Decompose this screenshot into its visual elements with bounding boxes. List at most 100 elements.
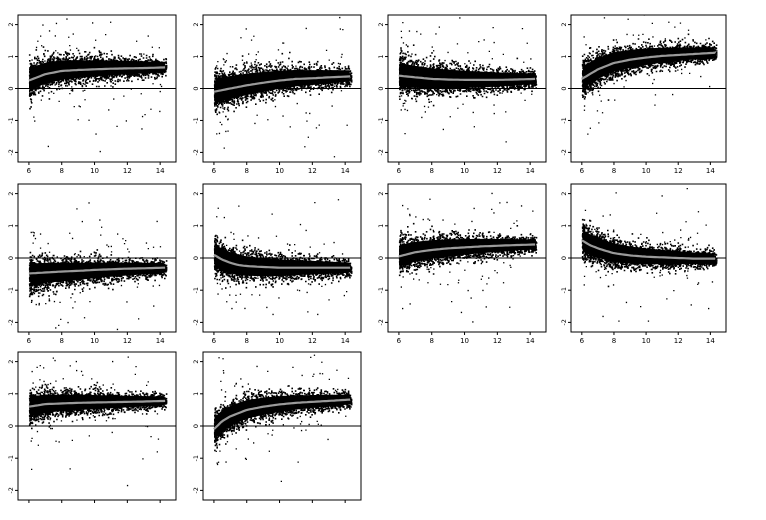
y-tick-label: 1 (7, 224, 15, 228)
x-tick-label: 12 (674, 337, 683, 345)
x-tick-label: 14 (156, 167, 165, 175)
y-tick-label: -2 (377, 149, 385, 155)
y-tick-label: 0 (7, 86, 15, 90)
x-tick-label: 10 (460, 167, 469, 175)
x-tick-label: 8 (244, 337, 248, 345)
y-tick-label: -1 (560, 287, 568, 293)
x-tick-label: 14 (156, 337, 165, 345)
panel-5: -2-10126 8 10 12 14 (7, 184, 176, 345)
y-tick-label: -1 (7, 287, 15, 293)
panel-9: -2-1012 (7, 299, 176, 503)
x-tick-label: 6 (27, 337, 32, 345)
x-tick-label: 6 (580, 167, 585, 175)
x-tick-label: 14 (341, 167, 350, 175)
y-tick-label: 1 (377, 224, 385, 228)
y-tick-label: -1 (192, 117, 200, 123)
y-tick-label: -2 (192, 487, 200, 493)
x-tick-label: 14 (526, 167, 535, 175)
x-tick-label: 10 (90, 167, 99, 175)
point-cloud (29, 382, 168, 429)
x-tick-label: 8 (429, 337, 433, 345)
y-tick-label: 0 (560, 86, 568, 90)
y-tick-label: 2 (7, 360, 15, 364)
x-tick-label: 10 (90, 337, 99, 345)
x-tick-label: 8 (59, 167, 63, 175)
y-tick-label: -1 (7, 455, 15, 461)
y-tick-label: 0 (192, 424, 200, 428)
y-tick-label: -1 (192, 455, 200, 461)
x-tick-label: 8 (612, 167, 616, 175)
y-tick-label: -2 (560, 319, 568, 325)
y-tick-label: 0 (377, 256, 385, 260)
y-tick-label: 1 (560, 54, 568, 58)
x-tick-label: 6 (397, 167, 402, 175)
x-tick-label: 12 (674, 167, 683, 175)
y-tick-label: -2 (377, 319, 385, 325)
y-tick-label: -2 (560, 149, 568, 155)
panel-2: -2-10126 8 10 12 14 (192, 13, 361, 176)
y-tick-label: 0 (192, 256, 200, 260)
y-tick-label: -2 (192, 319, 200, 325)
y-tick-label: -2 (7, 149, 15, 155)
y-tick-label: 0 (192, 86, 200, 90)
x-tick-label: 6 (212, 337, 217, 345)
x-tick-label: 10 (460, 337, 469, 345)
y-tick-label: 2 (192, 192, 200, 196)
x-tick-label: 10 (275, 337, 284, 345)
outlier-points (31, 299, 160, 486)
y-tick-label: 1 (560, 224, 568, 228)
x-tick-label: 12 (493, 337, 502, 345)
y-tick-label: 2 (560, 23, 568, 27)
panel-10: -2 -1 0 1 2 (192, 340, 361, 503)
x-tick-label: 12 (123, 167, 132, 175)
y-tick-label: -1 (7, 117, 15, 123)
x-tick-label: 8 (612, 337, 616, 345)
y-tick-label: 1 (192, 54, 200, 58)
x-tick-label: 12 (308, 167, 317, 175)
y-tick-label: -2 (192, 149, 200, 155)
x-tick-label: 12 (123, 337, 132, 345)
scatter-points (29, 299, 168, 486)
x-tick-label: 6 (27, 167, 32, 175)
y-tick-label: 1 (192, 392, 200, 396)
x-tick-label: 6 (212, 167, 217, 175)
x-tick-label: 12 (308, 337, 317, 345)
point-cloud (214, 52, 353, 118)
point-cloud (29, 249, 168, 301)
y-tick-label: -2 (7, 487, 15, 493)
point-cloud (29, 46, 168, 109)
x-tick-label: 8 (429, 167, 433, 175)
x-tick-label: 14 (341, 337, 350, 345)
y-tick-label: 2 (7, 192, 15, 196)
x-tick-label: 12 (493, 167, 502, 175)
y-tick-label: 1 (377, 54, 385, 58)
scatter-points (582, 167, 718, 322)
scatter-points (29, 0, 168, 152)
x-tick-label: 6 (397, 337, 402, 345)
x-tick-label: 8 (244, 167, 248, 175)
y-tick-label: 2 (7, 23, 15, 27)
y-tick-label: 0 (560, 256, 568, 260)
y-tick-label: 0 (377, 86, 385, 90)
point-cloud (399, 223, 537, 276)
x-tick-label: 10 (275, 167, 284, 175)
x-tick-label: 14 (706, 167, 715, 175)
y-tick-label: 2 (377, 23, 385, 27)
x-tick-label: 14 (706, 337, 715, 345)
panel-4: -2-10126 8 10 12 14 (560, 0, 726, 175)
x-tick-label: 10 (642, 167, 651, 175)
scatter-points (214, 199, 353, 315)
y-tick-label: 1 (7, 392, 15, 396)
point-cloud (582, 219, 718, 287)
panel-8: -2 -1 0 12 6 8 10 12 14 (560, 167, 726, 345)
y-tick-label: 2 (192, 23, 200, 27)
y-tick-label: 0 (7, 424, 15, 428)
x-tick-label: 14 (526, 337, 535, 345)
y-tick-label: 2 (377, 192, 385, 196)
y-tick-label: 1 (192, 224, 200, 228)
scatter-points (214, 13, 353, 158)
panel-3: -2-10126 8 10 12 14 (377, 13, 546, 175)
